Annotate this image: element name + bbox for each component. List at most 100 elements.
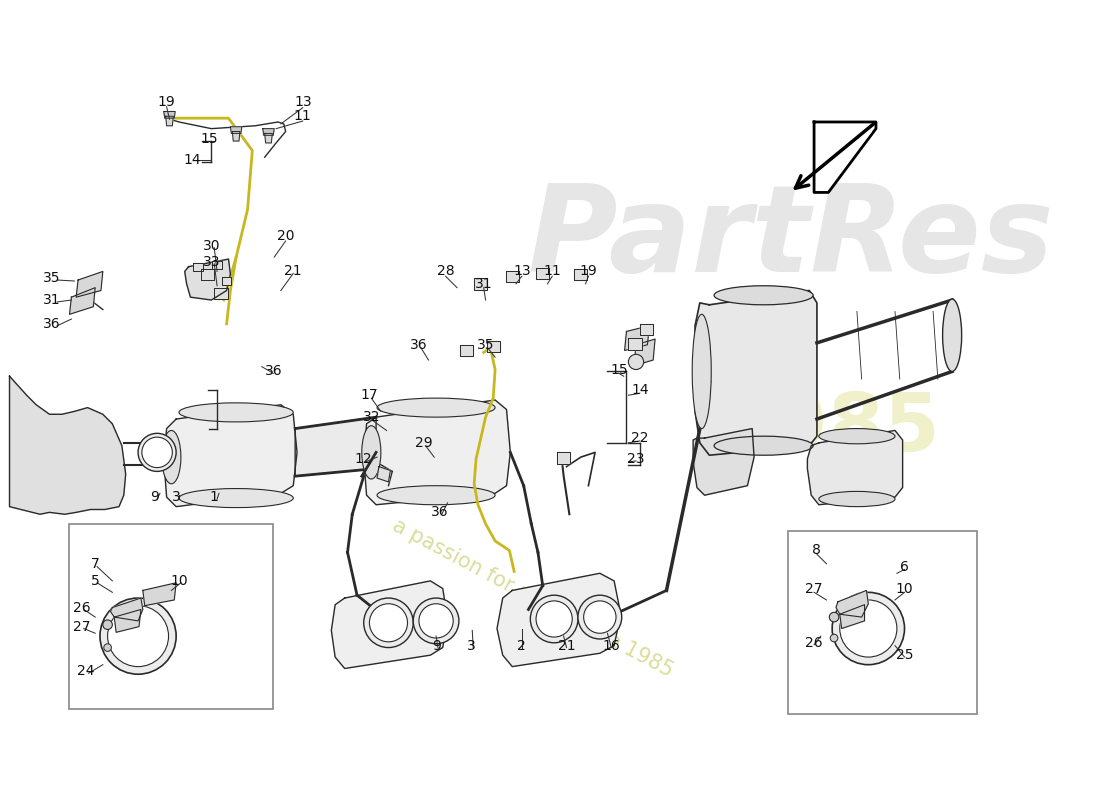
Polygon shape — [486, 341, 499, 352]
Polygon shape — [110, 598, 143, 621]
Circle shape — [578, 595, 621, 639]
Polygon shape — [214, 288, 228, 299]
Ellipse shape — [377, 398, 495, 417]
Text: 20: 20 — [277, 230, 295, 243]
Circle shape — [839, 600, 896, 657]
Polygon shape — [295, 417, 376, 476]
Text: 36: 36 — [410, 338, 428, 352]
Polygon shape — [695, 290, 817, 455]
Polygon shape — [574, 269, 587, 280]
Text: 11: 11 — [543, 265, 561, 278]
Polygon shape — [331, 581, 448, 669]
Circle shape — [139, 434, 176, 471]
Polygon shape — [185, 259, 230, 300]
Text: 33: 33 — [202, 255, 220, 269]
Ellipse shape — [692, 314, 712, 429]
Polygon shape — [166, 116, 174, 126]
Text: 35: 35 — [43, 271, 60, 285]
Text: 23: 23 — [627, 452, 645, 466]
Circle shape — [829, 612, 839, 622]
Ellipse shape — [714, 436, 813, 455]
Text: 6: 6 — [900, 560, 909, 574]
Text: a passion for parts since 1985: a passion for parts since 1985 — [389, 515, 676, 681]
Polygon shape — [76, 271, 102, 297]
Text: 19: 19 — [580, 265, 597, 278]
Ellipse shape — [362, 426, 381, 479]
Circle shape — [102, 620, 112, 630]
Circle shape — [100, 598, 176, 674]
Text: 29: 29 — [415, 436, 432, 450]
Polygon shape — [497, 574, 620, 666]
Text: 7: 7 — [91, 557, 100, 570]
Polygon shape — [693, 429, 755, 495]
Circle shape — [419, 604, 453, 638]
Polygon shape — [10, 376, 125, 514]
Polygon shape — [114, 610, 141, 632]
Ellipse shape — [818, 429, 895, 444]
Text: PartRes: PartRes — [527, 180, 1054, 297]
Text: 27: 27 — [805, 582, 823, 595]
Polygon shape — [818, 126, 871, 189]
Polygon shape — [222, 277, 231, 285]
Circle shape — [530, 595, 578, 642]
Text: 15: 15 — [610, 362, 628, 377]
Polygon shape — [640, 324, 653, 335]
Polygon shape — [69, 288, 96, 314]
Text: 13: 13 — [513, 265, 530, 278]
Text: 36: 36 — [43, 317, 60, 331]
Text: 22: 22 — [631, 431, 649, 445]
Polygon shape — [364, 400, 510, 505]
Circle shape — [628, 354, 643, 370]
Circle shape — [584, 601, 616, 634]
Text: 25: 25 — [895, 648, 913, 662]
Polygon shape — [212, 261, 222, 269]
Polygon shape — [557, 452, 570, 464]
Polygon shape — [164, 111, 175, 118]
Text: 3: 3 — [466, 638, 475, 653]
Polygon shape — [807, 430, 903, 505]
Text: 36: 36 — [264, 365, 282, 378]
Polygon shape — [265, 134, 273, 143]
Circle shape — [536, 601, 572, 637]
Text: 36: 36 — [431, 506, 449, 519]
Polygon shape — [377, 466, 390, 482]
Text: 13: 13 — [294, 95, 311, 109]
Text: 8: 8 — [813, 543, 822, 558]
Polygon shape — [263, 129, 274, 135]
Text: 15: 15 — [200, 132, 218, 146]
Ellipse shape — [162, 430, 180, 484]
Ellipse shape — [714, 286, 813, 305]
Text: 10: 10 — [170, 574, 188, 588]
Polygon shape — [634, 339, 656, 366]
Text: 3: 3 — [172, 490, 180, 504]
Polygon shape — [460, 345, 473, 356]
Polygon shape — [232, 131, 240, 141]
Text: 14: 14 — [631, 383, 649, 398]
Circle shape — [103, 644, 111, 651]
Polygon shape — [536, 268, 549, 279]
Text: 12: 12 — [355, 452, 373, 466]
Polygon shape — [814, 122, 876, 193]
Polygon shape — [625, 326, 649, 350]
Polygon shape — [474, 278, 487, 290]
Polygon shape — [506, 270, 519, 282]
Text: 11: 11 — [294, 110, 311, 123]
Text: 27: 27 — [73, 620, 90, 634]
Text: 32: 32 — [363, 410, 381, 424]
Circle shape — [370, 604, 407, 642]
Text: 16: 16 — [603, 638, 620, 653]
Text: 10: 10 — [895, 582, 913, 595]
Polygon shape — [194, 263, 202, 270]
Text: 5: 5 — [91, 574, 100, 588]
Text: 31: 31 — [475, 277, 493, 291]
Circle shape — [830, 634, 838, 642]
Text: 28: 28 — [437, 265, 454, 278]
Polygon shape — [628, 338, 641, 350]
Polygon shape — [230, 126, 242, 134]
Text: 14: 14 — [184, 153, 201, 167]
Ellipse shape — [179, 403, 294, 422]
Text: 1985: 1985 — [716, 390, 940, 467]
Polygon shape — [201, 269, 214, 280]
Circle shape — [108, 606, 168, 666]
Polygon shape — [164, 405, 297, 506]
